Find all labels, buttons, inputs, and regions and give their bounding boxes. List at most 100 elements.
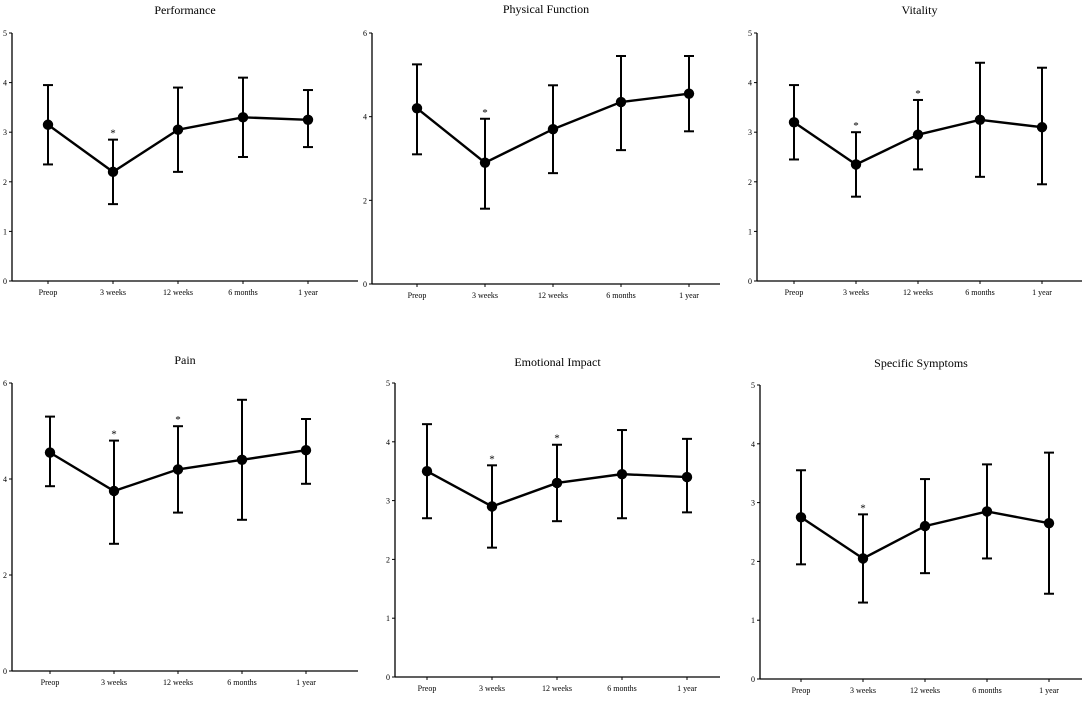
x-tick-label: 3 weeks (101, 678, 127, 687)
significance-marker: * (915, 88, 921, 100)
chart-emotional-impact-svg: Emotional Impact 0 1 2 3 4 5 Preop 3 weeks 12 wee… (386, 355, 720, 693)
chart-specific-symptoms: Specific Symptoms 0 1 2 3 4 5 Preop 3 weeks 12 we… (722, 345, 1084, 703)
significance-marker: * (110, 128, 116, 140)
y-tick-label: 0 (3, 667, 7, 676)
y-tick-label: 2 (748, 178, 752, 187)
chart-specific-symptoms-svg: Specific Symptoms 0 1 2 3 4 5 Preop 3 weeks 12 we… (751, 356, 1082, 695)
chart-performance-svg: Performance 0 1 2 3 4 5 Preop 3 weeks 12 weeks 6 m… (3, 3, 358, 297)
x-tick-label: 1 year (1039, 686, 1059, 695)
y-tick-label: 1 (3, 227, 7, 236)
y-tick-label: 0 (386, 673, 390, 682)
significance-marker: * (482, 107, 488, 119)
y-tick-label: 4 (363, 113, 367, 122)
significance-marker: * (111, 429, 117, 441)
data-point (1036, 122, 1048, 133)
x-tick-label: 12 weeks (542, 684, 572, 693)
y-tick-label: 2 (3, 178, 7, 187)
data-point (981, 506, 993, 517)
chart-title: Performance (154, 3, 215, 17)
y-tick-label: 4 (3, 475, 7, 484)
data-point (237, 112, 249, 123)
chart-performance: Performance 0 1 2 3 4 5 Preop 3 weeks 12 weeks 6 m… (0, 0, 360, 320)
y-tick-label: 5 (3, 29, 7, 38)
chart-title: Physical Function (503, 2, 589, 16)
data-point (236, 454, 248, 465)
x-tick-label: 3 weeks (100, 288, 126, 297)
y-tick-label: 3 (3, 128, 7, 137)
x-tick-label: Preop (41, 678, 60, 687)
chart-vitality-svg: Vitality 0 1 2 3 4 5 Preop 3 weeks 12 weeks 6 mont… (748, 3, 1082, 297)
data-point (107, 166, 119, 178)
x-tick-label: 6 months (965, 288, 995, 297)
chart-title: Pain (174, 353, 195, 367)
y-tick-label: 3 (748, 128, 752, 137)
data-point (788, 117, 800, 128)
chart-title: Specific Symptoms (874, 356, 968, 370)
x-tick-label: 3 weeks (850, 686, 876, 695)
x-tick-label: 6 months (228, 288, 258, 297)
y-tick-label: 5 (748, 29, 752, 38)
x-tick-label: Preop (39, 288, 58, 297)
data-point (616, 468, 628, 480)
data-point (857, 553, 869, 564)
data-point (974, 114, 986, 126)
significance-marker: * (860, 502, 866, 514)
x-tick-label: 6 months (607, 684, 637, 693)
x-tick-label: 3 weeks (472, 291, 498, 300)
x-tick-label: Preop (408, 291, 427, 300)
significance-marker: * (554, 433, 560, 445)
data-point (421, 466, 433, 477)
y-tick-label: 2 (386, 555, 390, 564)
y-tick-label: 2 (363, 196, 367, 205)
data-point (615, 96, 627, 108)
chart-pain-svg: Pain 0 2 4 6 Preop 3 weeks 12 weeks 6 months 1 ye… (3, 353, 358, 687)
chart-vitality: Vitality 0 1 2 3 4 5 Preop 3 weeks 12 weeks 6 mont… (722, 0, 1084, 320)
y-tick-label: 6 (3, 379, 7, 388)
y-tick-label: 2 (751, 557, 755, 566)
data-point (681, 471, 693, 483)
y-tick-label: 1 (751, 616, 755, 625)
x-tick-label: 12 weeks (538, 291, 568, 300)
x-tick-label: 3 weeks (479, 684, 505, 693)
data-point (912, 129, 924, 140)
data-point (683, 88, 695, 99)
data-point (172, 124, 184, 135)
x-tick-label: 6 months (972, 686, 1002, 695)
x-tick-label: 6 months (606, 291, 636, 300)
y-tick-label: 4 (748, 79, 752, 88)
data-point (42, 119, 54, 130)
x-tick-label: 3 weeks (843, 288, 869, 297)
data-point (300, 445, 312, 456)
y-tick-label: 0 (363, 280, 367, 289)
chart-pain: Pain 0 2 4 6 Preop 3 weeks 12 weeks 6 months 1 ye… (0, 345, 360, 703)
data-point (551, 477, 563, 489)
data-point (479, 157, 491, 168)
y-tick-label: 1 (748, 227, 752, 236)
x-tick-label: 1 year (679, 291, 699, 300)
x-tick-label: 1 year (1032, 288, 1052, 297)
y-tick-label: 4 (3, 79, 7, 88)
x-tick-label: 1 year (296, 678, 316, 687)
data-point (486, 501, 498, 512)
y-tick-label: 5 (386, 379, 390, 388)
y-tick-label: 3 (386, 497, 390, 506)
significance-marker: * (489, 453, 495, 465)
x-tick-label: 12 weeks (163, 288, 193, 297)
x-tick-label: Preop (418, 684, 437, 693)
significance-marker: * (175, 414, 181, 426)
data-point (795, 512, 807, 523)
y-tick-label: 5 (751, 381, 755, 390)
significance-marker: * (853, 120, 859, 132)
data-point (44, 447, 56, 458)
x-tick-label: 12 weeks (903, 288, 933, 297)
data-point (850, 159, 862, 170)
y-tick-label: 0 (751, 675, 755, 684)
data-point (411, 103, 423, 114)
y-tick-label: 4 (751, 440, 755, 449)
y-tick-label: 0 (3, 277, 7, 286)
chart-physical-function-svg: Physical Function 0 2 4 6 Preop 3 weeks 12 week… (363, 2, 720, 300)
data-point (302, 114, 314, 126)
x-tick-label: Preop (792, 686, 811, 695)
x-tick-label: 1 year (677, 684, 697, 693)
x-tick-label: 12 weeks (163, 678, 193, 687)
